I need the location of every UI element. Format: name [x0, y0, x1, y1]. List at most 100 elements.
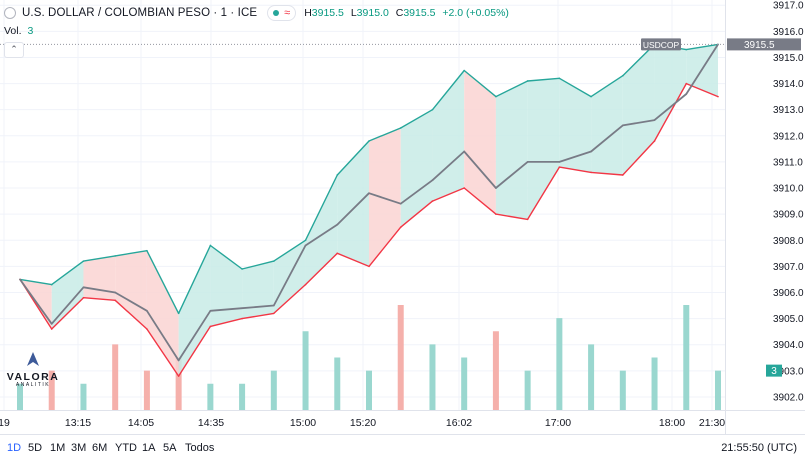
range-1a-button[interactable]: 1A [142, 442, 156, 454]
time-tick-label: 19 [0, 417, 10, 429]
data-point [590, 171, 592, 174]
volume-bar [683, 305, 690, 410]
watermark-name: VALORA [6, 371, 60, 383]
range-fill-segment [83, 255, 116, 301]
range-3m-button[interactable]: 3M [71, 442, 87, 454]
volume-bar [80, 383, 87, 410]
range-fill-segment [337, 141, 369, 267]
price-tick-label: 3906.0 [773, 288, 804, 299]
data-point [209, 309, 212, 312]
valora-logo-icon [27, 352, 39, 366]
price-tick-label: 3917.0 [773, 1, 804, 12]
ohlc-high-value: 3915.5 [311, 7, 344, 19]
data-point [590, 150, 592, 153]
data-point [431, 108, 434, 111]
data-point [463, 187, 465, 189]
volume-bar [366, 370, 372, 410]
data-point [431, 200, 434, 202]
time-axis-scale[interactable]: 19 13:15 14:05 14:35 15:00 15:20 16:02 17:00 18:… [0, 411, 725, 435]
data-point [622, 74, 624, 77]
data-point [399, 226, 402, 228]
chevron-up-icon: ⌃ [10, 44, 18, 54]
data-point [241, 268, 243, 270]
data-point [19, 278, 21, 281]
volume-legend[interactable]: Vol. 3 [4, 25, 33, 37]
range-fill-segment [115, 250, 147, 330]
ohlc-close-key: C [395, 7, 404, 19]
range-ytd-button[interactable]: YTD [115, 442, 137, 454]
price-tick-label: 3903.0 [773, 366, 804, 377]
range-fill-segment [495, 80, 528, 220]
range-fill-segment [654, 44, 687, 142]
range-fill-segment [305, 174, 338, 285]
volume-label: Vol. [4, 25, 22, 37]
symbol-price-badge[interactable]: USDCOP [641, 38, 681, 51]
volume-bar [715, 370, 721, 410]
data-point [50, 283, 53, 286]
price-chart[interactable]: USDCOP [0, 0, 725, 410]
price-tick-label: 3910.0 [773, 184, 804, 195]
price-tick-label: 3909.0 [773, 210, 804, 221]
data-point [177, 359, 180, 362]
range-1d-button[interactable]: 1D [7, 442, 22, 454]
range-fill-segment [369, 127, 401, 267]
last-price-label: 3915.5 [744, 40, 775, 51]
price-tick-label: 3907.0 [773, 262, 804, 273]
range-1m-button[interactable]: 1M [50, 442, 66, 454]
volume-bar [588, 344, 595, 410]
volume-bar [651, 357, 658, 410]
data-point [653, 119, 656, 121]
data-point [304, 239, 307, 242]
price-tick-label: 3914.0 [773, 79, 804, 90]
delayed-data-icon: ≈ [284, 7, 291, 19]
price-tick-label: 3912.0 [773, 131, 804, 142]
data-point [431, 179, 434, 181]
price-axis[interactable]: 3917.0 3916.0 3915.0 3914.0 3913.0 3912.0 3911… [725, 0, 805, 410]
chart-area[interactable]: USDCOP U.S. DOLLAR / COLOMBIAN PESO · 1 … [0, 0, 725, 410]
range-5d-button[interactable]: 5D [28, 442, 43, 454]
market-open-icon [273, 10, 280, 16]
time-tick-label: 17:00 [545, 417, 571, 429]
time-tick-label: 14:05 [128, 417, 154, 429]
price-tick-label: 3911.0 [773, 157, 803, 168]
data-point [622, 174, 624, 176]
range-fill-segment [591, 75, 623, 175]
range-all-button[interactable]: Todos [185, 442, 215, 454]
ohlc-low-key: L [350, 7, 357, 19]
price-axis-scale[interactable]: 3917.0 3916.0 3915.0 3914.0 3913.0 3912.0 3911… [726, 0, 805, 410]
data-point [241, 317, 243, 320]
data-point [622, 124, 624, 127]
data-point [114, 291, 116, 294]
symbol-logo-icon[interactable] [4, 7, 16, 19]
data-point [558, 77, 561, 80]
time-tick-label: 13:15 [65, 417, 91, 429]
volume-bar [175, 357, 182, 410]
bottom-toolbar: 1D 5D 1M 3M 6M YTD 1A 5A Todos 21:55:50 … [0, 434, 805, 464]
data-point [50, 328, 53, 330]
data-point [146, 328, 148, 330]
volume-bar [397, 305, 404, 410]
price-tick-label: 3915.0 [773, 53, 804, 64]
data-point [399, 202, 402, 205]
data-point [368, 265, 370, 268]
price-change: +2.0 (+0.05%) [442, 7, 509, 19]
data-point [177, 375, 180, 377]
range-5a-button[interactable]: 5A [163, 442, 177, 454]
data-point [653, 140, 656, 142]
data-point [82, 296, 85, 299]
range-fill-segment [51, 261, 84, 330]
price-tick-label: 3904.0 [773, 340, 804, 351]
volume-bar [302, 331, 309, 410]
range-fill-segment [146, 250, 179, 377]
time-axis[interactable]: 19 13:15 14:05 14:35 15:00 15:20 16:02 17:00 18:… [0, 410, 725, 435]
range-6m-button[interactable]: 6M [92, 442, 108, 454]
market-status-pill[interactable]: ≈ [267, 5, 297, 21]
clock-display[interactable]: 21:55:50 (UTC) [721, 442, 797, 454]
symbol-title[interactable]: U.S. DOLLAR / COLOMBIAN PESO · 1 · ICE [22, 7, 258, 19]
data-point [463, 69, 465, 72]
volume-bar [48, 370, 55, 410]
collapse-legend-button[interactable]: ⌃ [4, 42, 24, 58]
data-point [146, 249, 148, 252]
range-fill-segment [559, 78, 592, 173]
data-point [304, 283, 307, 286]
